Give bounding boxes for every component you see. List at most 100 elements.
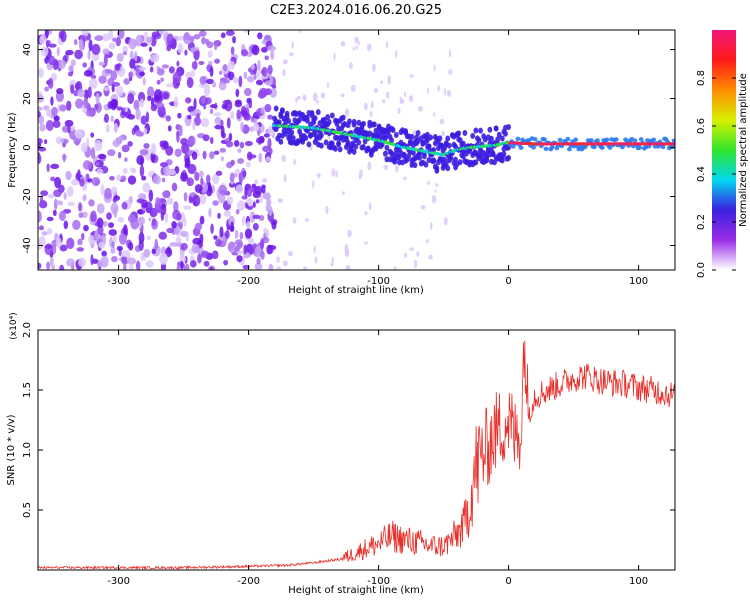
spectrogram-noise-cell <box>50 176 56 182</box>
spectrogram-sparse-cell <box>350 84 356 92</box>
spectrogram-sparse-cell <box>367 161 372 171</box>
spectrogram-noise-cell <box>243 71 248 80</box>
spectrogram-noise-cell <box>218 192 226 204</box>
spectrogram-ridge-outer <box>340 114 346 121</box>
spectrogram-noise-cell <box>115 36 121 47</box>
spectrogram-noise-cell <box>39 124 46 132</box>
spectrogram-noise-cell <box>212 200 219 206</box>
spectrogram-sparse-cell <box>358 41 361 46</box>
spectrogram-noise-cell <box>172 71 182 84</box>
spectrogram-noise-cell <box>75 98 84 109</box>
spectrogram-noise-cell <box>223 210 232 217</box>
spectrogram-noise-cell <box>267 45 277 52</box>
spectrogram-noise-cell <box>56 46 60 57</box>
spectrogram-sparse-cell <box>345 264 351 270</box>
spectrogram-noise-cell <box>54 200 63 205</box>
spectrogram-noise-cell <box>251 44 260 56</box>
spectrogram-noise-cell <box>257 59 261 72</box>
spectrogram-noise-cell <box>124 157 128 162</box>
spectrogram-noise-cell <box>192 121 196 131</box>
spectrogram-noise-cell <box>253 73 257 80</box>
spectrogram-noise-cell <box>63 192 67 200</box>
spectrogram-noise-cell <box>121 255 129 265</box>
spectrogram-noise-cell <box>120 175 127 182</box>
spectrogram-noise-cell <box>201 37 207 45</box>
spectrogram-ridge-outer <box>543 146 549 151</box>
spectrogram-ridge-outer <box>557 137 563 143</box>
spectrogram-noise-cell <box>228 60 235 70</box>
spectrogram-noise-cell <box>44 244 53 249</box>
spectrogram-noise-cell <box>90 210 97 223</box>
spectrogram-noise-cell <box>102 48 110 55</box>
spectrogram-noise-cell <box>149 54 158 63</box>
spectrogram-noise-cell <box>73 89 79 97</box>
spectrogram-ridge-outer <box>434 167 440 174</box>
spectrogram-noise-cell <box>168 66 175 74</box>
spectrogram-ridge-outer <box>476 137 482 144</box>
spectrogram-noise-cell <box>151 142 157 155</box>
spectrogram-noise-cell <box>150 104 158 112</box>
spectrogram-noise-cell <box>189 260 197 268</box>
spectrogram-noise-cell <box>179 254 186 264</box>
spectrogram-noise-cell <box>117 136 124 143</box>
spectrogram-noise-cell <box>263 88 273 96</box>
spectrogram-noise-cell <box>247 197 253 207</box>
spectrogram-noise-cell <box>191 243 200 253</box>
spectrogram-noise-cell <box>40 46 49 57</box>
spectrogram-ridge-outer <box>326 119 332 126</box>
spectrogram-noise-cell <box>155 197 161 204</box>
spectrogram-noise-cell <box>136 198 145 204</box>
spectrogram-noise-cell <box>82 211 88 218</box>
spectrogram-sparse-cell <box>276 266 282 270</box>
spectrogram-noise-cell <box>74 49 83 60</box>
spectrogram-sparse-cell <box>305 217 309 222</box>
spectrogram-noise-cell <box>140 42 148 47</box>
spectrogram-noise-cell <box>95 92 100 104</box>
colorbar-gradient <box>712 30 736 270</box>
spectrogram-ridge-outer <box>343 134 349 141</box>
colorbar-tick-label: 0.4 <box>696 166 707 182</box>
snr-x-tick-label: 100 <box>629 576 648 587</box>
spectrogram-noise-cell <box>116 106 123 111</box>
spectrogram-noise-cell <box>52 120 61 129</box>
spectrogram-noise-cell <box>160 77 164 83</box>
spectrogram-noise-cell <box>87 49 91 60</box>
spectrogram-noise-cell <box>38 114 44 126</box>
spectrogram-noise-cell <box>180 260 184 270</box>
spectrogram-noise-cell <box>242 124 250 135</box>
spectrogram-noise-cell <box>242 170 247 178</box>
spectrogram-noise-cell <box>183 217 187 227</box>
spectrogram-sparse-cell <box>281 154 286 162</box>
spectrogram-noise-cell <box>38 111 41 118</box>
spectrogram-sparse-cell <box>316 173 321 179</box>
spectrogram-noise-cell <box>79 178 85 187</box>
spectrogram-noise-cell <box>85 109 95 117</box>
spectrogram-noise-cell <box>55 136 63 145</box>
spectrogram-ridge-outer <box>446 142 452 149</box>
spectrogram-ridge-outer <box>637 145 643 150</box>
spectrogram-ridge-outer <box>592 144 597 150</box>
spectrogram-ridge-outer <box>411 149 416 156</box>
spectrogram-noise-cell <box>183 205 192 210</box>
spectrogram-noise-cell <box>65 170 72 181</box>
spectrogram-noise-cell <box>137 216 146 226</box>
spectrogram-noise-cell <box>193 116 202 126</box>
spectrogram-ridge-outer <box>382 150 388 157</box>
spectrogram-ridge-outer <box>487 126 493 133</box>
spectrogram-sparse-cell <box>433 64 436 72</box>
spectrogram-sparse-cell <box>429 222 433 230</box>
spectrogram-sparse-cell <box>383 164 389 171</box>
spectrogram-noise-cell <box>95 161 100 167</box>
spectrogram-noise-cell <box>199 233 204 244</box>
spectrogram-noise-cell <box>199 193 207 205</box>
spectrogram-noise-cell <box>135 129 142 137</box>
spectrogram-noise-cell <box>105 69 113 74</box>
spectrogram-noise-cell <box>171 182 178 192</box>
spectrogram-noise-cell <box>103 220 108 227</box>
spectrogram-ridge-outer <box>595 138 600 143</box>
spectrogram-noise-cell <box>153 89 163 101</box>
spectrogram-noise-cell <box>131 168 137 174</box>
spectrogram-ridge-outer <box>384 144 390 151</box>
spectrogram-noise-cell <box>206 41 214 49</box>
